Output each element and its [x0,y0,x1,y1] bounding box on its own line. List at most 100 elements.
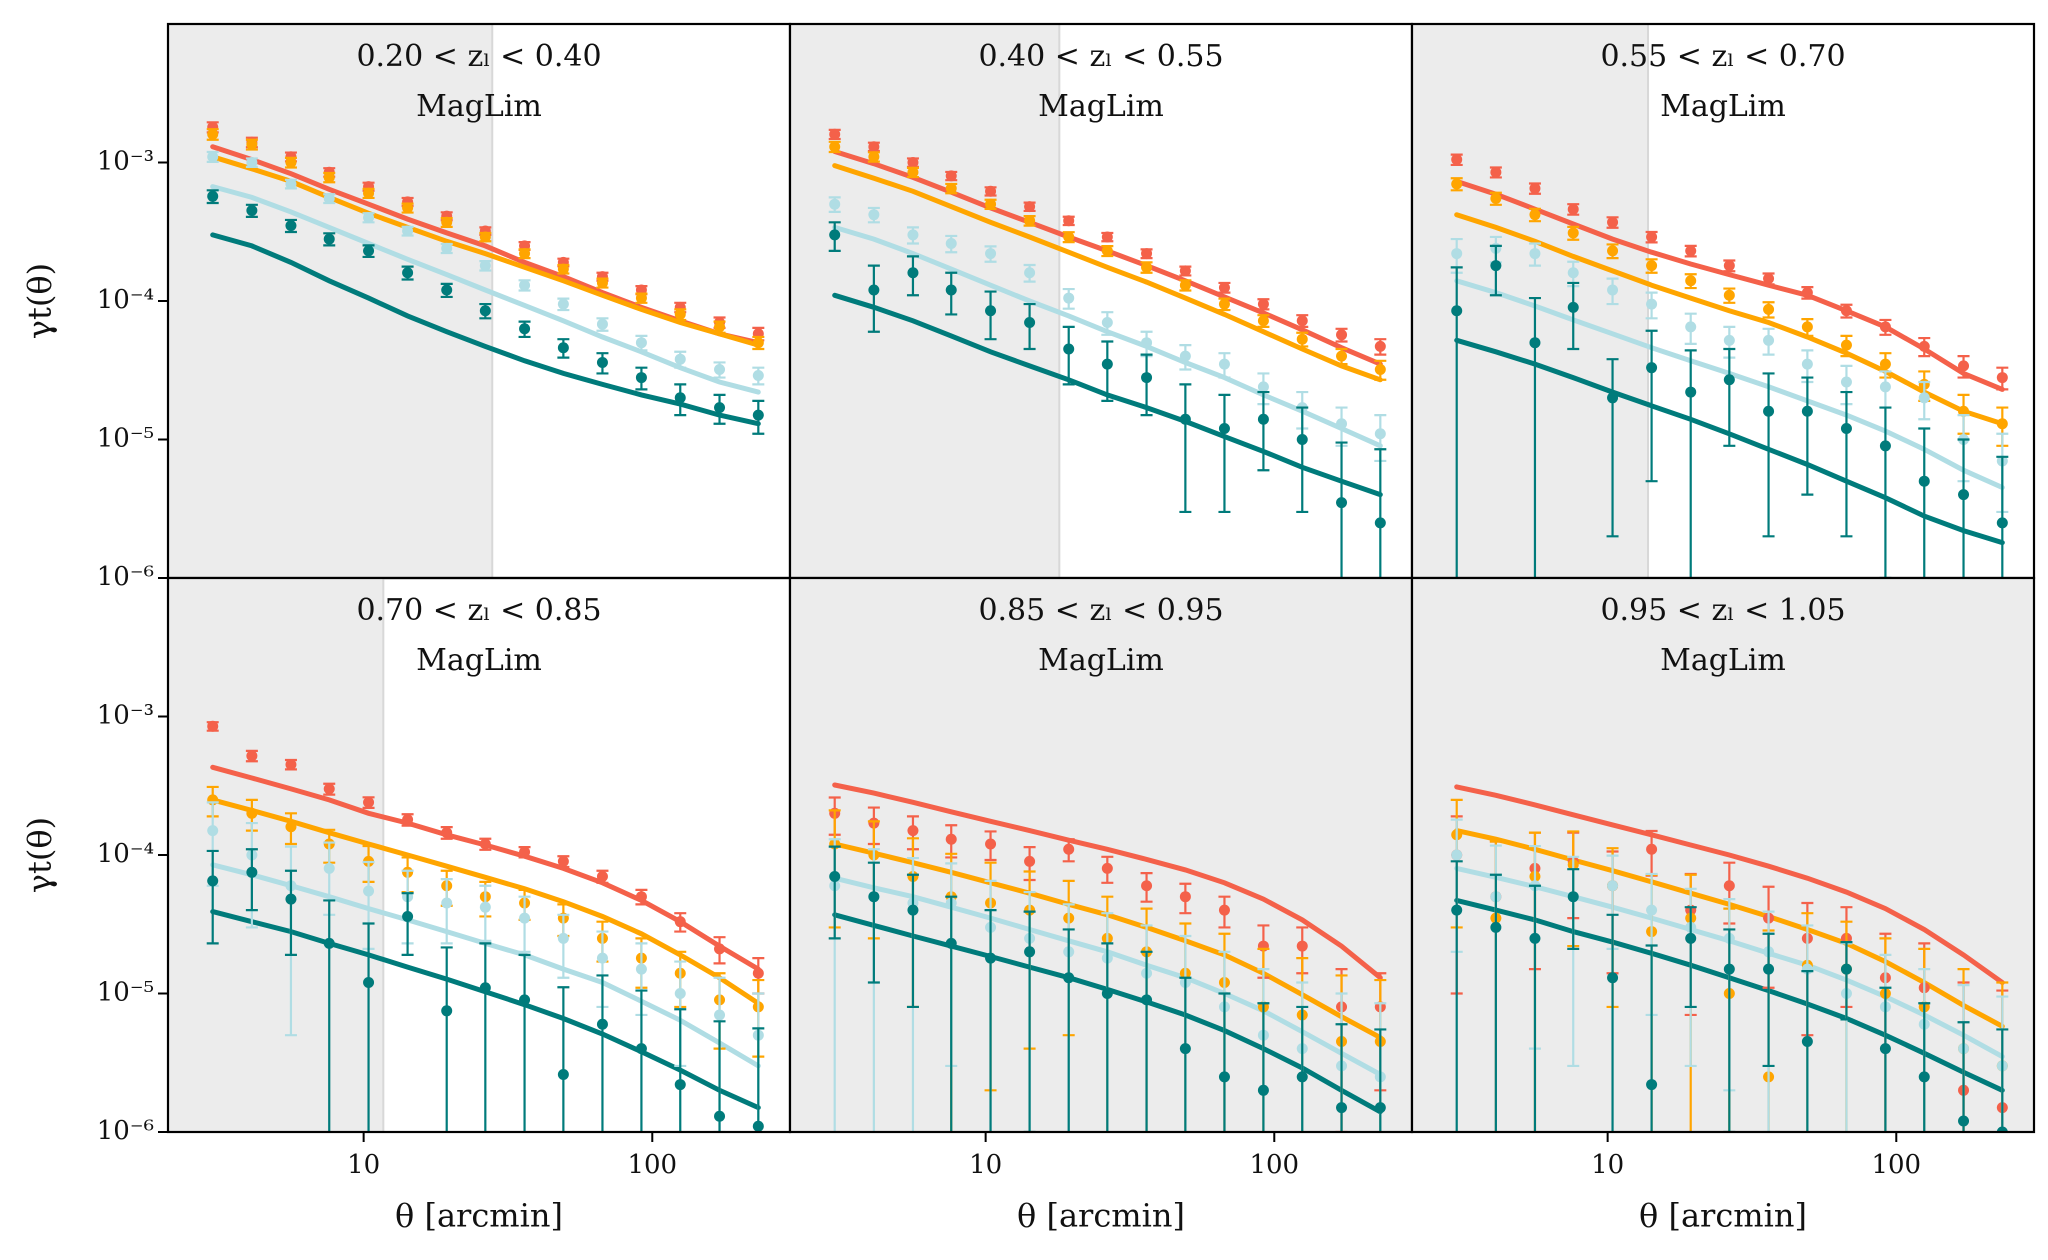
data-point [907,825,919,837]
data-point [596,1018,608,1030]
error-bar [1335,441,1348,578]
data-point [1141,372,1153,384]
data-point [1336,329,1348,341]
data-point [1567,203,1579,215]
data-point [1918,1071,1930,1083]
x-axis-label: θ [arcmin] [1017,1197,1185,1235]
model-line [832,163,1383,383]
error-bar [867,861,880,984]
data-point [596,318,608,330]
data-point [363,885,375,897]
model-line [1454,212,2005,427]
error-bar [1218,992,1231,1132]
panel [168,578,765,1132]
data-point [1451,248,1463,260]
data-point [1179,1043,1191,1055]
panel-frame [1410,576,2036,1134]
data-point [1723,334,1735,346]
data-point [829,870,841,882]
y-axis-label: γt(θ) [21,817,59,893]
data-point [285,220,297,232]
data-point [1607,284,1619,296]
data-point [674,392,686,404]
data-point [674,988,686,999]
data-point [363,977,375,989]
data-point [1958,489,1970,501]
x-tick-label: 10 [1591,1150,1624,1180]
data-point [363,212,375,224]
data-point [1529,932,1541,944]
data-point [1374,1102,1386,1114]
error-bar [1257,1002,1270,1132]
data-point [945,182,957,194]
data-point [557,932,569,944]
data-point [1257,315,1269,327]
data-point [752,369,764,381]
data-point [945,937,957,949]
data-point [1685,932,1697,944]
data-point [1063,972,1075,984]
panel [1412,578,2034,1132]
panel [790,578,1412,1132]
error-bar [1101,340,1114,402]
data-point [1024,201,1036,213]
error-bar [1645,944,1658,1132]
data-point [945,238,957,250]
data-point [1801,287,1813,299]
y-tick-label: 10⁻⁵ [97,424,154,454]
x-axis-label: θ [arcmin] [1639,1197,1807,1235]
panel-title: 0.40 < zₗ < 0.55 [978,39,1223,74]
data-point [1567,227,1579,239]
data-point [674,353,686,365]
scale-cut-region [790,578,1412,1132]
data-point [1451,178,1463,190]
data-point [1490,192,1502,204]
data-point [323,783,335,795]
data-point [907,904,919,916]
y-tick-label: 10⁻⁴ [97,285,154,315]
error-bar [1528,884,1541,1132]
data-point [1336,418,1348,430]
data-point [714,321,726,333]
data-point [752,967,764,979]
data-point [1490,260,1502,272]
data-point [402,267,414,279]
data-point [1763,273,1775,285]
error-bar [245,848,258,912]
error-bar [713,1020,726,1132]
data-point [557,298,569,310]
model-line [1454,784,2005,985]
data-point [1646,843,1658,855]
data-point [1763,303,1775,315]
panel-title: 0.70 < zₗ < 0.85 [356,593,601,628]
data-point [1567,301,1579,313]
data-point [829,128,841,140]
data-point [285,893,297,905]
data-point [1567,267,1579,279]
data-point [1141,994,1153,1006]
data-point [1374,364,1386,376]
data-point [907,267,919,279]
data-point [1141,337,1153,349]
data-point [285,157,297,168]
error-bar [1296,406,1309,514]
scale-cut-region [1412,24,1649,578]
data-point [1801,405,1813,417]
data-point [1801,358,1813,370]
data-point [207,825,219,837]
data-point [519,994,531,1006]
error-bar [440,877,453,945]
data-point [985,838,997,850]
data-point [1879,358,1891,370]
error-bar [1801,970,1814,1132]
data-point [1218,423,1230,435]
data-point [1296,1071,1308,1083]
data-point [441,897,453,909]
data-point [1218,298,1230,310]
data-point [1218,904,1230,916]
y-tick-label: 10⁻³ [97,701,154,731]
error-bar [1374,1028,1387,1132]
error-bar [1879,986,1892,1132]
data-point [635,891,647,903]
data-point [519,912,531,924]
